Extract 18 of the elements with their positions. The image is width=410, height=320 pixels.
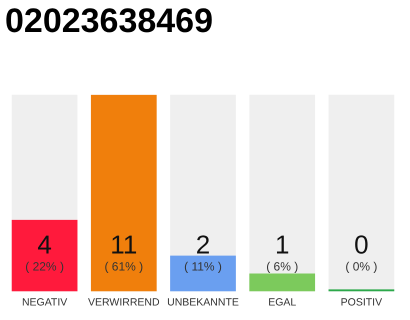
annotation: ( 6% )	[266, 260, 298, 274]
data-label: 11	[110, 230, 138, 260]
x-tick-label: EGAL	[268, 296, 296, 309]
data-label: 0	[354, 230, 369, 260]
x-tick-label: NEGATIV	[22, 296, 68, 309]
data-label: 1	[274, 230, 290, 260]
annotation: ( 0% )	[345, 260, 378, 274]
bar	[249, 274, 316, 292]
data-label: 4	[37, 230, 52, 260]
annotation: ( 22% )	[25, 260, 64, 274]
annotation: ( 61% )	[104, 260, 144, 274]
x-tick-label: POSITIV	[340, 296, 382, 309]
bar	[170, 256, 236, 292]
annotation: ( 11% )	[184, 260, 222, 274]
x-tick-label: UNBEKANNTE	[167, 296, 239, 309]
chart-title: 02023638469	[5, 2, 214, 40]
x-tick-label: VERWIRREND	[88, 296, 160, 309]
data-label: 2	[196, 230, 210, 260]
